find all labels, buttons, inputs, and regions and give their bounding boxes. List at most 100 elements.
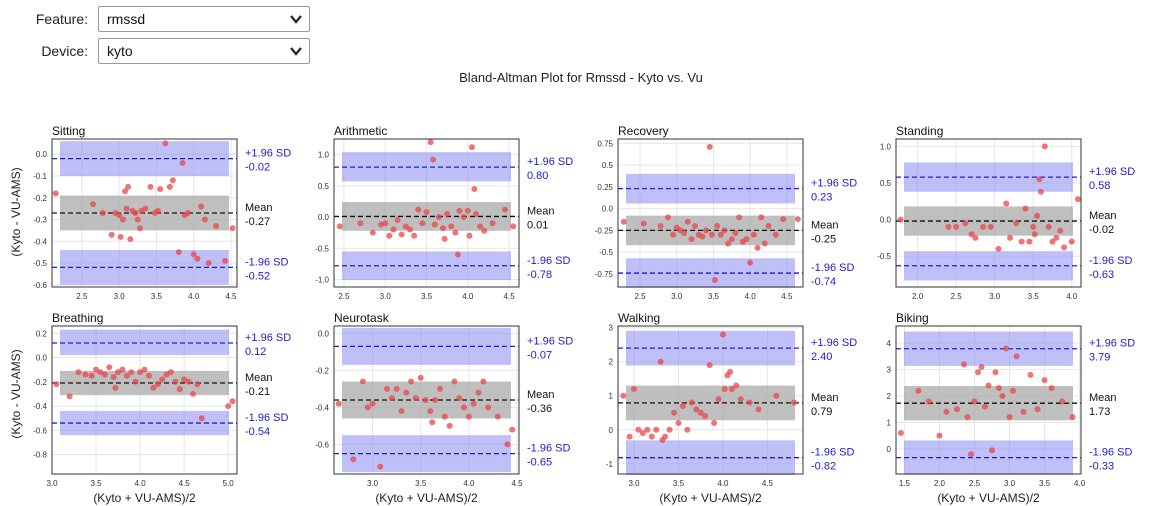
data-point — [972, 234, 979, 241]
y-tick-label: 0.5 — [318, 182, 330, 191]
mean-value: -0.25 — [811, 233, 836, 245]
data-point — [968, 231, 975, 238]
lower-sd-label: -1.96 SD — [527, 443, 570, 455]
data-point — [189, 390, 196, 397]
data-point — [441, 235, 448, 242]
y-tick-label: 0 — [887, 445, 892, 454]
data-point — [431, 221, 438, 228]
y-tick-label: 0.2 — [36, 329, 48, 338]
data-point — [147, 183, 154, 190]
data-point — [456, 207, 463, 214]
data-point — [978, 363, 985, 370]
data-point — [708, 231, 715, 238]
data-point — [122, 188, 129, 195]
data-point — [134, 216, 141, 223]
mean-value: -0.36 — [527, 403, 552, 415]
data-point — [995, 245, 1002, 252]
y-tick-label: -0.6 — [33, 281, 47, 290]
data-point — [132, 378, 139, 385]
data-point — [711, 419, 718, 426]
upper-sd-value: 0.23 — [811, 192, 832, 204]
x-tick-label: 3.5 — [415, 479, 427, 488]
data-point — [721, 385, 728, 392]
data-point — [1057, 227, 1064, 234]
data-point — [640, 220, 647, 227]
y-tick-label: -0.6 — [315, 440, 329, 449]
x-axis-label: (Kyto + VU-AMS)/2 — [93, 491, 196, 505]
data-point — [390, 226, 397, 233]
mean-value: 0.79 — [811, 406, 832, 418]
data-point — [422, 397, 429, 403]
feature-control: Feature: rmssd — [0, 4, 310, 34]
x-tick-label: 4.0 — [188, 292, 200, 301]
data-point — [747, 259, 754, 266]
y-tick-label: -0.1 — [33, 172, 47, 181]
x-tick-label: 3.5 — [708, 292, 720, 301]
data-point — [179, 159, 186, 166]
data-point — [205, 260, 212, 267]
data-point — [670, 231, 677, 238]
y-tick-label: -0.5 — [33, 259, 47, 268]
mean-value: -0.02 — [1089, 224, 1114, 236]
data-point — [1037, 188, 1044, 195]
data-point — [393, 385, 400, 392]
data-point — [1059, 398, 1066, 405]
x-tick-label: 2.5 — [634, 292, 646, 301]
x-tick-label: 4.5 — [504, 292, 516, 301]
data-point — [1026, 238, 1033, 245]
x-tick-label: 4.5 — [225, 292, 237, 301]
x-tick-label: 3.0 — [671, 292, 683, 301]
x-tick-label: 4.5 — [762, 479, 774, 488]
lower-sd-value: -0.54 — [245, 426, 270, 438]
data-point — [93, 366, 100, 373]
data-point — [758, 214, 765, 221]
upper-sd-value: -0.07 — [527, 349, 552, 361]
y-tick-label: -0.4 — [315, 403, 329, 412]
data-point — [446, 422, 453, 429]
data-point — [1003, 345, 1010, 352]
y-tick-label: -0.5 — [599, 248, 613, 257]
x-tick-label: 4.5 — [512, 479, 524, 488]
data-point — [419, 220, 426, 227]
x-tick-label: 3.0 — [628, 479, 640, 488]
mean-value: 1.73 — [1089, 406, 1110, 418]
data-point — [501, 206, 508, 213]
data-point — [119, 216, 126, 223]
y-tick-label: 0.0 — [36, 150, 48, 159]
data-point — [125, 183, 132, 190]
data-point — [403, 389, 410, 396]
plot-frame — [617, 138, 804, 288]
data-point — [432, 397, 439, 403]
data-point — [681, 230, 688, 237]
data-point — [454, 251, 461, 258]
feature-select[interactable]: rmssd — [98, 6, 310, 32]
mean-value: -0.21 — [245, 386, 270, 398]
x-tick-label: 3.0 — [380, 292, 392, 301]
data-point — [108, 231, 115, 238]
data-point — [702, 413, 709, 420]
y-tick-label: -0.5 — [877, 252, 891, 261]
data-point — [461, 404, 468, 411]
x-tick-label: 4.0 — [745, 292, 757, 301]
data-point — [52, 190, 59, 197]
data-point — [440, 225, 447, 232]
device-select[interactable]: kyto — [98, 38, 310, 64]
data-point — [791, 399, 798, 406]
data-point — [1041, 143, 1048, 150]
y-tick-label: 2 — [609, 358, 614, 367]
x-tick-label: 3.0 — [367, 479, 379, 488]
data-point — [943, 408, 950, 415]
data-point — [1007, 234, 1014, 241]
y-tick-label: 1.0 — [880, 142, 892, 151]
data-point — [489, 220, 496, 227]
data-point — [460, 214, 467, 221]
upper-sd-value: 3.79 — [1089, 352, 1110, 364]
x-tick-label: 5.0 — [223, 479, 235, 488]
data-point — [780, 216, 787, 223]
mean-label: Mean — [527, 205, 555, 217]
panel-title: Recovery — [618, 124, 669, 138]
data-point — [53, 381, 60, 388]
data-point — [412, 395, 419, 402]
x-tick-label: 3.5 — [1039, 479, 1051, 488]
data-point — [137, 369, 144, 376]
